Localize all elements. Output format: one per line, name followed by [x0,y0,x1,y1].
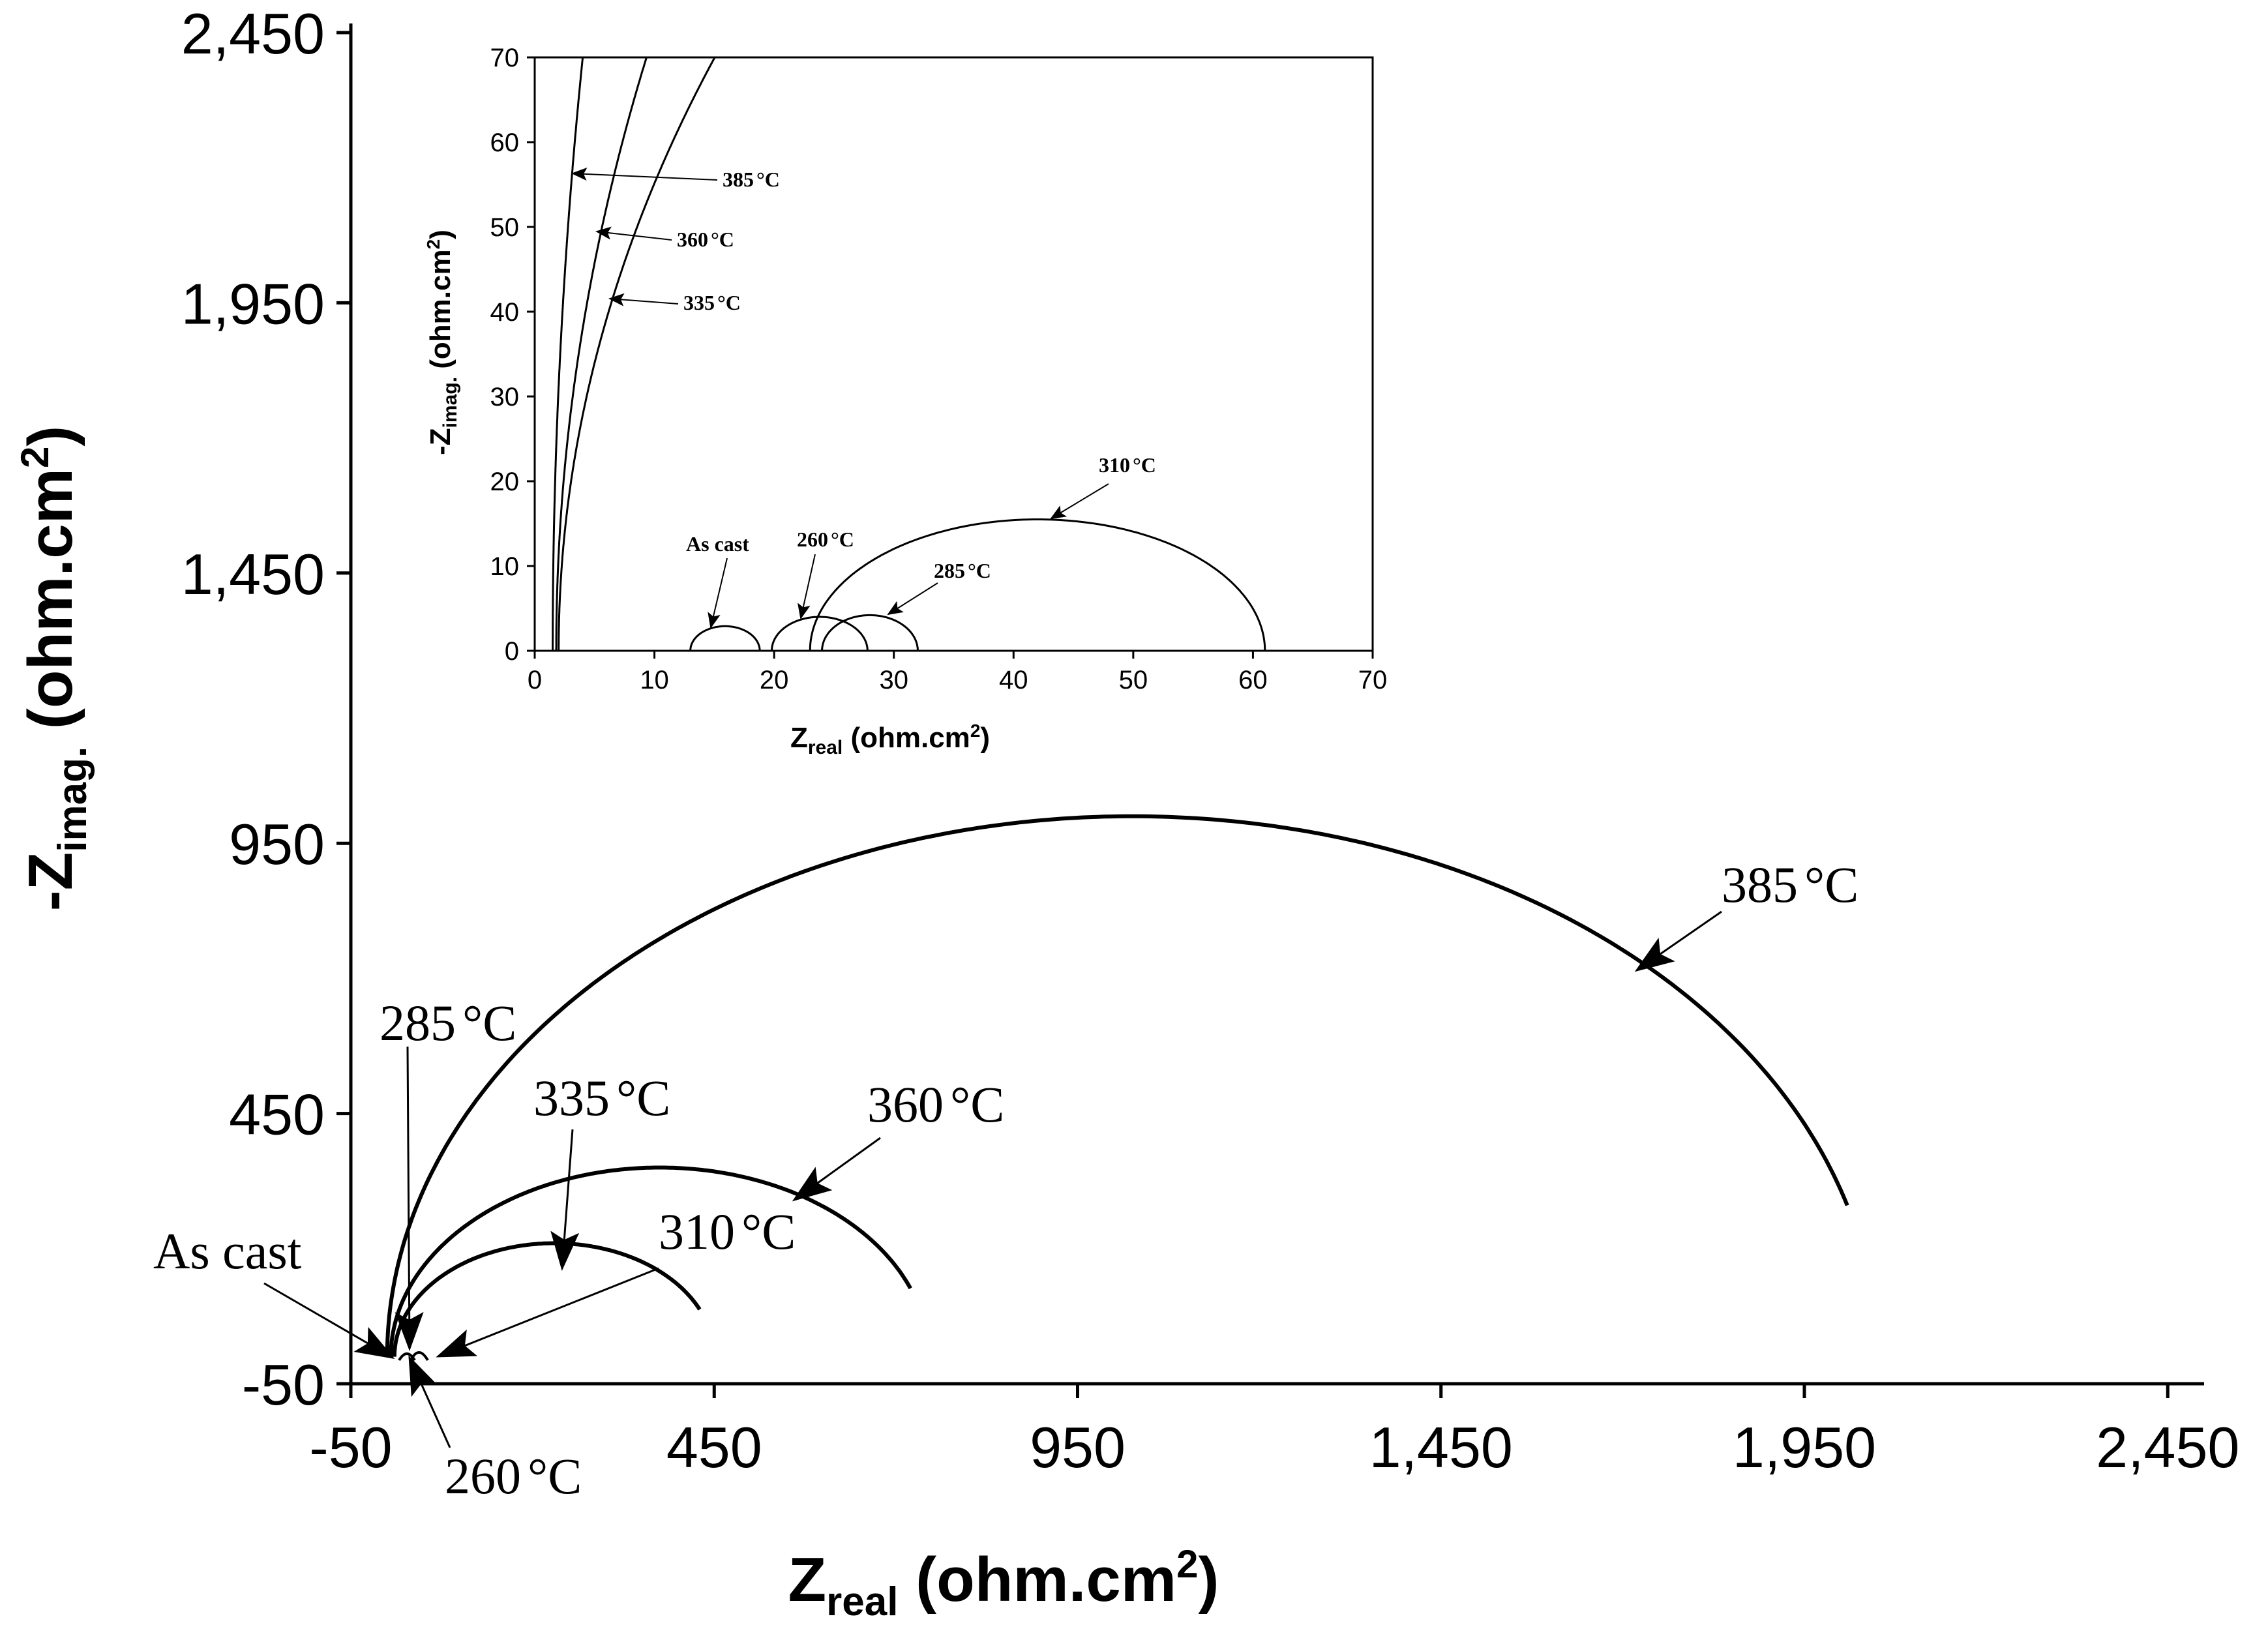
inset-annotation-label: 285 °C [934,559,991,582]
main-annotation-label: As cast [153,1223,302,1279]
main-y-tick-label: 450 [229,1082,325,1147]
inset-annotation-label: 385 °C [723,168,780,191]
inset-y-tick-label: 0 [505,637,519,666]
inset-annotation-arrow [595,226,672,241]
main-annotation-arrow [550,1129,580,1271]
inset-annotation-label: 335 °C [683,291,741,314]
main-y-axis-label: -Zimag. (ohm.cm2) [13,426,95,912]
main-y-tick-label: 1,950 [181,271,325,336]
inset-y-tick-label: 20 [490,468,520,496]
main-x-tick-label: -50 [309,1415,392,1480]
main-annotations: 385 °C 360 °C 335 °C 310 °C 285 °C 260 °C As cast [153,856,1858,1504]
main-annotation-label: 285 °C [380,994,516,1051]
main-annotation-label: 335 °C [533,1069,670,1126]
inset-y-tick-label: 40 [490,298,520,327]
main-annotation-arrow [263,1282,395,1360]
main-annotation-arrow [1634,910,1722,972]
inset-series-line [771,616,869,651]
main-x-tick-label: 450 [666,1415,762,1480]
inset-annotation-arrow [608,293,679,306]
inset-y-tick-label: 70 [490,44,520,72]
main-annotation-arrow [395,1046,424,1351]
inset-annotation-arrow [571,168,718,181]
inset-y-tick-label: 50 [490,213,520,242]
inset-annotation-arrow [887,582,938,616]
inset-series-line [821,614,919,651]
main-annotation-label: 310 °C [659,1203,796,1260]
inset-x-tick-label: 0 [528,666,542,694]
inset-annotation-label: 360 °C [677,228,734,251]
inset-series-line [689,625,761,651]
inset-x-tick-label: 50 [1119,666,1148,694]
main-series-line [389,1165,912,1357]
main-annotation-label: 260 °C [445,1448,582,1504]
inset-annotation-arrow [798,554,816,619]
inset-series [552,57,1266,651]
inset-annotation-arrow [708,558,728,629]
inset-series-line [555,57,648,651]
main-x-tick-label: 2,450 [2096,1415,2239,1480]
inset-x-tick-label: 10 [640,666,669,694]
main-series-line [392,1241,702,1357]
inset-x-tick-label: 20 [760,666,789,694]
main-annotation-label: 360 °C [867,1076,1004,1133]
main-x-axis-label: Zreal (ohm.cm2) [788,1542,1219,1624]
inset-series-line [552,57,584,651]
inset-annotation-arrow [1050,483,1109,520]
main-annotation-arrow [408,1355,451,1448]
main-x-tick-label: 1,450 [1369,1415,1513,1480]
inset-x-tick-label: 30 [879,666,908,694]
main-annotation-arrow [792,1137,881,1202]
inset-series-line [809,518,1266,651]
main-y-tick-label: 1,450 [181,542,325,606]
main-y-tick-label: 2,450 [181,1,325,66]
inset-x-tick-label: 60 [1238,666,1268,694]
inset-plot-frame [533,56,1374,652]
main-y-tick-label: 950 [229,812,325,876]
inset-annotation-label: 260 °C [797,528,854,551]
main-x-tick-label: 950 [1030,1415,1126,1480]
inset-y-axis-label: -Zimag. (ohm.cm2) [423,230,461,455]
inset-axes: 0 10 20 30 40 50 60 70 0 10 20 30 40 50 60 70 [490,44,1388,694]
main-series-line [385,814,1849,1357]
main-x-tick-label: 1,950 [1733,1415,1876,1480]
main-y-tick-label: -50 [242,1352,325,1417]
main-annotation-arrow [436,1267,659,1358]
main-annotation-label: 385 °C [1722,856,1858,913]
inset-y-tick-label: 10 [490,552,520,581]
inset-x-axis-label: Zreal (ohm.cm2) [790,721,990,758]
inset-x-tick-label: 70 [1358,666,1388,694]
inset-y-tick-label: 30 [490,383,520,411]
inset-annotation-label: As cast [686,532,749,556]
inset-annotation-label: 310 °C [1099,453,1156,477]
main-axes: -50 450 950 1,450 1,950 2,450 -50 450 950 1,450 1,… [181,1,2240,1480]
inset-y-tick-label: 60 [490,128,520,157]
inset-series-line [558,57,716,651]
inset-x-tick-label: 40 [999,666,1028,694]
inset-annotations: 385 °C 360 °C 335 °C 310 °C 285 °C 260 °C As cast [571,168,1156,629]
